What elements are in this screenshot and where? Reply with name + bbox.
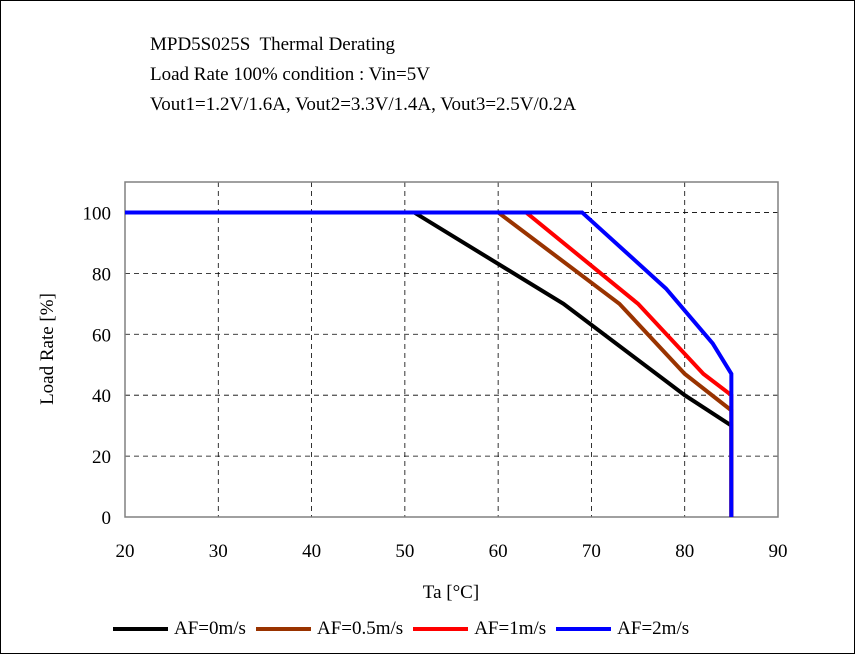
legend: AF=0m/s AF=0.5m/s AF=1m/s AF=2m/s [113, 617, 699, 641]
x-tick-label: 50 [395, 541, 414, 562]
y-tick-label: 80 [92, 264, 111, 285]
x-tick-label: 20 [116, 541, 135, 562]
x-tick-label: 30 [209, 541, 228, 562]
legend-item: AF=0m/s [113, 618, 246, 640]
chart-title: MPD5S025S Thermal Derating [150, 34, 396, 55]
x-tick-label: 70 [582, 541, 601, 562]
chart-subtitle-condition: Load Rate 100% condition : Vin=5V [150, 64, 430, 85]
x-tick-labels: 20 30 40 50 60 70 80 90 [116, 541, 788, 562]
legend-label: AF=2m/s [617, 618, 690, 639]
series-line-af-0m-s [125, 210, 734, 517]
chart-subtitle-outputs: Vout1=1.2V/1.6A, Vout2=3.3V/1.4A, Vout3=… [150, 94, 577, 115]
y-tick-label: 60 [92, 325, 111, 346]
plot-area-border [124, 181, 779, 518]
legend-label: AF=0m/s [174, 618, 246, 639]
series-line-af-1m-s [125, 210, 734, 517]
x-axis-label: Ta [°C] [423, 582, 479, 603]
legend-swatch [255, 627, 311, 631]
series-line-af-0-5m-s [125, 210, 734, 517]
legend-swatch [413, 627, 469, 631]
legend-label: AF=1m/s [474, 618, 547, 639]
y-tick-label: 0 [102, 508, 112, 529]
chart-title-block: MPD5S025S Thermal Derating Load Rate 100… [150, 30, 576, 120]
x-tick-label: 40 [302, 541, 321, 562]
y-axis-label: Load Rate [%] [37, 293, 58, 405]
legend-item: AF=0.5m/s [255, 618, 404, 640]
y-tick-label: 20 [92, 447, 111, 468]
legend-swatch [556, 627, 612, 631]
x-tick-label: 60 [489, 541, 508, 562]
legend-swatch [113, 627, 168, 631]
legend-label: AF=0.5m/s [316, 618, 404, 639]
legend-item: AF=2m/s [556, 618, 689, 640]
x-tick-label: 80 [675, 541, 694, 562]
legend-item: AF=1m/s [413, 618, 546, 640]
y-tick-label: 40 [92, 386, 111, 407]
y-tick-labels: 0 20 40 60 80 100 [83, 203, 112, 529]
series-group [125, 210, 734, 517]
grid-lines [125, 182, 778, 517]
y-tick-label: 100 [83, 203, 112, 224]
series-line-af-2m-s [125, 210, 734, 517]
x-tick-label: 90 [769, 541, 788, 562]
